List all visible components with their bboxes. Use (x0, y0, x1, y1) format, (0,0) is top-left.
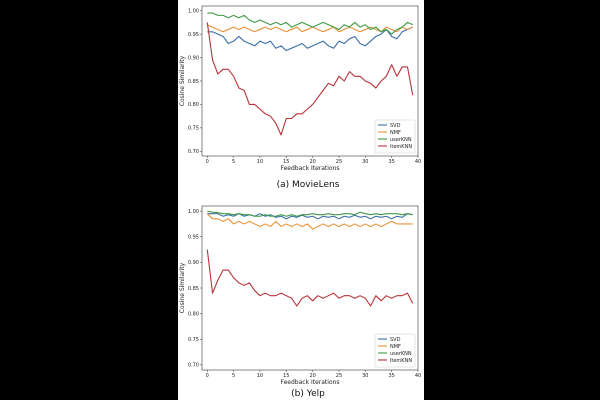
y-tick-label: 0.95 (188, 235, 199, 241)
series-line-userknn (207, 12, 413, 35)
x-axis-label: Feedback Iterations (280, 379, 339, 386)
legend-entry-itemknn: itemKNN (390, 144, 412, 150)
x-tick-label: 20 (309, 373, 315, 379)
y-tick-label: 1.00 (188, 209, 199, 215)
chart-1: 0 5 10 15 20 25 30 35 40 0.70 0.75 0.80 0.85 0.90 0.95… (179, 5, 421, 190)
series-line-svd (207, 213, 413, 220)
x-tick-label: 25 (336, 159, 342, 165)
y-axis-label: Cosine Similarity (179, 262, 186, 313)
y-tick-label: 0.80 (188, 311, 199, 317)
x-tick-label: 5 (232, 159, 235, 165)
y-axis-label: Cosine Similarity (179, 55, 186, 106)
y-tick-label: 0.75 (188, 126, 199, 132)
figure-panel: 0 5 10 15 20 25 30 35 40 0.70 0.75 0.80 0.85 0.90 0.95… (178, 0, 424, 400)
y-tick-label: 1.00 (188, 8, 199, 14)
y-tick-label: 0.90 (188, 260, 199, 266)
series-line-nmf (206, 213, 413, 230)
x-tick-label: 40 (415, 159, 421, 165)
charts-svg: 0 5 10 15 20 25 30 35 40 0.70 0.75 0.80 0.85 0.90 0.95… (179, 5, 421, 399)
legend-box (374, 333, 416, 368)
series-line-itemknn (206, 22, 414, 136)
x-tick-label: 5 (232, 373, 235, 379)
x-tick-label: 35 (388, 373, 394, 379)
y-tick-label: 0.80 (188, 102, 199, 108)
x-axis-label: Feedback Iterations (280, 165, 339, 172)
y-tick-label: 0.70 (188, 149, 199, 155)
x-tick-label: 15 (283, 159, 289, 165)
x-tick-label: 40 (415, 373, 421, 379)
x-tick-label: 30 (362, 159, 368, 165)
legend-entry-svd: SVD (390, 337, 401, 343)
y-tick-label: 0.70 (188, 363, 199, 369)
y-tick-label: 0.85 (188, 286, 199, 292)
legend-box (374, 119, 416, 154)
y-tick-label: 0.75 (188, 337, 199, 343)
x-tick-label: 10 (257, 159, 263, 165)
legend-entry-nmf: NMF (390, 130, 401, 136)
x-tick-label: 10 (257, 373, 263, 379)
y-tick-label: 0.95 (188, 32, 199, 38)
y-tick-label: 0.85 (188, 79, 199, 85)
x-tick-label: 35 (388, 159, 394, 165)
chart-2: 0 5 10 15 20 25 30 35 40 0.70 0.75 0.80 0.85 0.90 0.95… (179, 205, 421, 399)
x-tick-label: 0 (206, 373, 209, 379)
legend-entry-userknn: userKNN (390, 137, 412, 143)
x-tick-label: 15 (283, 373, 289, 379)
chart-caption: (b) Yelp (291, 389, 325, 399)
series-line-nmf (207, 24, 413, 33)
y-tick-label: 0.90 (188, 55, 199, 61)
series-line-itemknn (206, 249, 414, 307)
chart-caption: (a) MovieLens (277, 180, 340, 190)
x-tick-label: 20 (309, 159, 315, 165)
series-line-userknn (207, 210, 413, 217)
legend-entry-nmf: NMF (390, 344, 401, 350)
x-tick-label: 0 (206, 159, 209, 165)
series-line-svd (207, 26, 413, 52)
x-tick-label: 30 (362, 373, 368, 379)
legend-entry-userknn: userKNN (390, 351, 412, 357)
x-tick-label: 25 (336, 373, 342, 379)
legend-entry-itemknn: itemKNN (390, 358, 412, 364)
legend-entry-svd: SVD (390, 123, 401, 129)
